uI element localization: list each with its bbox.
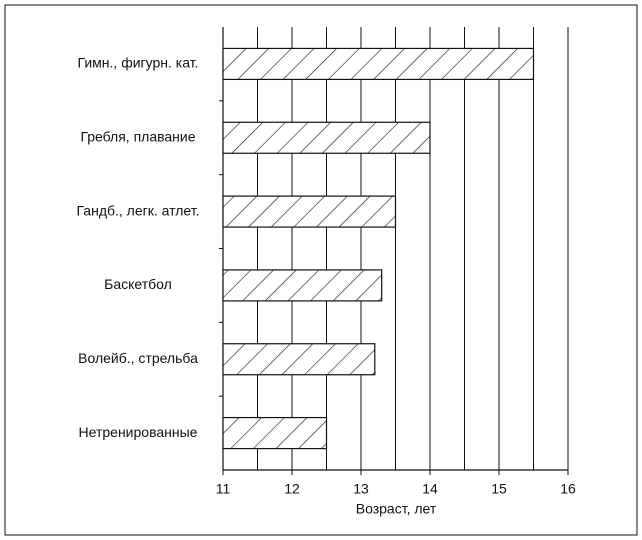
y-tick-label: Гребля, плавание <box>80 128 195 144</box>
bar <box>222 47 535 81</box>
y-tick-label: Баскетбол <box>104 276 172 292</box>
bar <box>222 269 383 302</box>
x-tick-label: 13 <box>353 481 369 497</box>
bar <box>222 195 397 228</box>
y-tick-label: Волейб., стрельба <box>78 350 198 366</box>
bar <box>222 121 431 154</box>
x-tick-label: 15 <box>491 481 507 497</box>
x-tick-label: 12 <box>284 481 300 497</box>
x-tick-label: 11 <box>216 481 231 497</box>
y-tick-label: Нетренированные <box>79 424 198 440</box>
x-axis-label: Возраст, лет <box>356 501 437 517</box>
bar <box>222 416 328 450</box>
bar <box>222 343 376 376</box>
frame <box>4 4 638 536</box>
y-tick-label: Гимн., фигурн. кат. <box>78 55 199 71</box>
x-tick-label: 14 <box>422 481 438 497</box>
y-tick-label: Гандб., легк. атлет. <box>77 202 200 218</box>
x-tick-label: 16 <box>560 481 576 497</box>
